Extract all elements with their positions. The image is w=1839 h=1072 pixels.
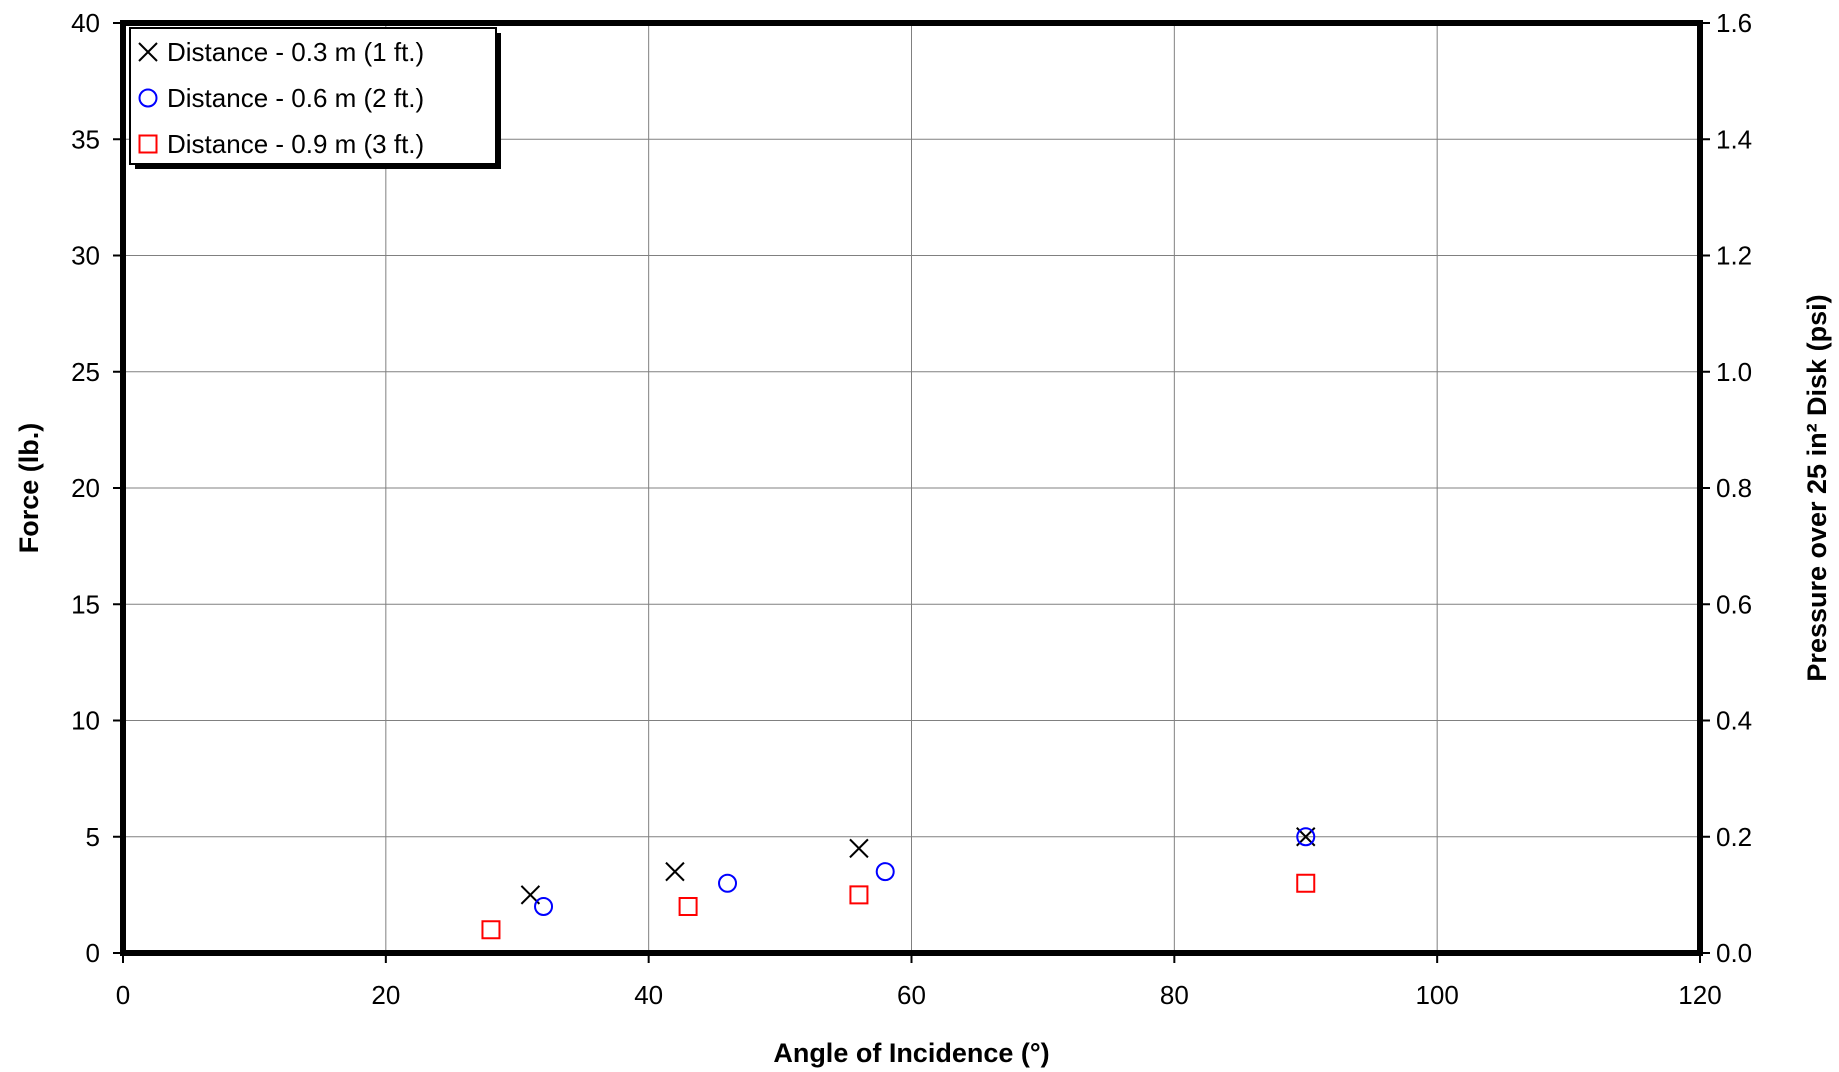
x-axis: 0 20 40 60 80 100 120 bbox=[116, 953, 1722, 1010]
y-tick-label: 30 bbox=[71, 241, 100, 271]
legend-items: Distance - 0.3 m (1 ft.) Distance - 0.6 m… bbox=[138, 37, 424, 159]
legend-label-series-3: Distance - 0.9 m (3 ft.) bbox=[167, 129, 424, 159]
y-tick-label: 0 bbox=[86, 938, 100, 968]
data-point-series-2 bbox=[875, 862, 895, 882]
data-point-series-3 bbox=[1296, 873, 1316, 893]
x-tick-label: 100 bbox=[1415, 980, 1458, 1010]
y-tick-label: 10 bbox=[71, 706, 100, 736]
data-point-series-1 bbox=[849, 838, 869, 859]
x-tick-label: 80 bbox=[1160, 980, 1189, 1010]
legend-marker-series-1 bbox=[138, 42, 158, 62]
y2-tick-label: 0.0 bbox=[1716, 938, 1752, 968]
y2-tick-label: 0.4 bbox=[1716, 706, 1752, 736]
data-point-series-2 bbox=[718, 873, 738, 893]
legend-box bbox=[129, 27, 497, 165]
data-points bbox=[481, 827, 1316, 940]
x-tick-label: 120 bbox=[1678, 980, 1721, 1010]
y2-tick-label: 0.6 bbox=[1716, 589, 1752, 619]
y2-tick-label: 1.2 bbox=[1716, 241, 1752, 271]
x-tick-label: 20 bbox=[371, 980, 400, 1010]
legend-marker-series-3 bbox=[138, 134, 158, 154]
y2-tick-label: 0.2 bbox=[1716, 822, 1752, 852]
x-axis-title: Angle of Incidence (°) bbox=[773, 1038, 1049, 1068]
y2-tick-label: 1.0 bbox=[1716, 357, 1752, 387]
data-point-series-2 bbox=[1296, 827, 1316, 847]
y2-axis-title: Pressure over 25 in² Disk (psi) bbox=[1802, 294, 1832, 681]
y-tick-label: 25 bbox=[71, 357, 100, 387]
data-point-series-3 bbox=[481, 920, 501, 940]
y2-axis: 0.0 0.2 0.4 0.6 0.8 1.0 1.2 1.4 1.6 bbox=[1700, 8, 1752, 968]
data-point-series-2 bbox=[534, 897, 554, 916]
y2-tick-label: 1.4 bbox=[1716, 124, 1752, 154]
legend-label-series-1: Distance - 0.3 m (1 ft.) bbox=[167, 37, 424, 67]
y-tick-label: 15 bbox=[71, 589, 100, 619]
y-tick-label: 5 bbox=[86, 822, 100, 852]
y2-tick-label: 1.6 bbox=[1716, 8, 1752, 38]
y-tick-label: 35 bbox=[71, 124, 100, 154]
x-tick-label: 40 bbox=[634, 980, 663, 1010]
y-axis: 0 5 10 15 20 25 30 35 40 bbox=[71, 8, 123, 968]
y-tick-label: 20 bbox=[71, 473, 100, 503]
data-point-series-1 bbox=[665, 861, 685, 882]
data-point-series-3 bbox=[678, 897, 698, 916]
y-tick-label: 40 bbox=[71, 8, 100, 38]
y-axis-title: Force (lb.) bbox=[14, 423, 44, 554]
legend: Distance - 0.3 m (1 ft.) Distance - 0.6 m… bbox=[129, 27, 501, 169]
legend-marker-series-2 bbox=[138, 88, 158, 108]
legend-label-series-2: Distance - 0.6 m (2 ft.) bbox=[167, 83, 424, 113]
x-tick-label: 0 bbox=[116, 980, 130, 1010]
grid-lines bbox=[122, 22, 1701, 954]
x-tick-label: 60 bbox=[897, 980, 926, 1010]
data-point-series-3 bbox=[849, 885, 869, 905]
y2-tick-label: 0.8 bbox=[1716, 473, 1752, 503]
